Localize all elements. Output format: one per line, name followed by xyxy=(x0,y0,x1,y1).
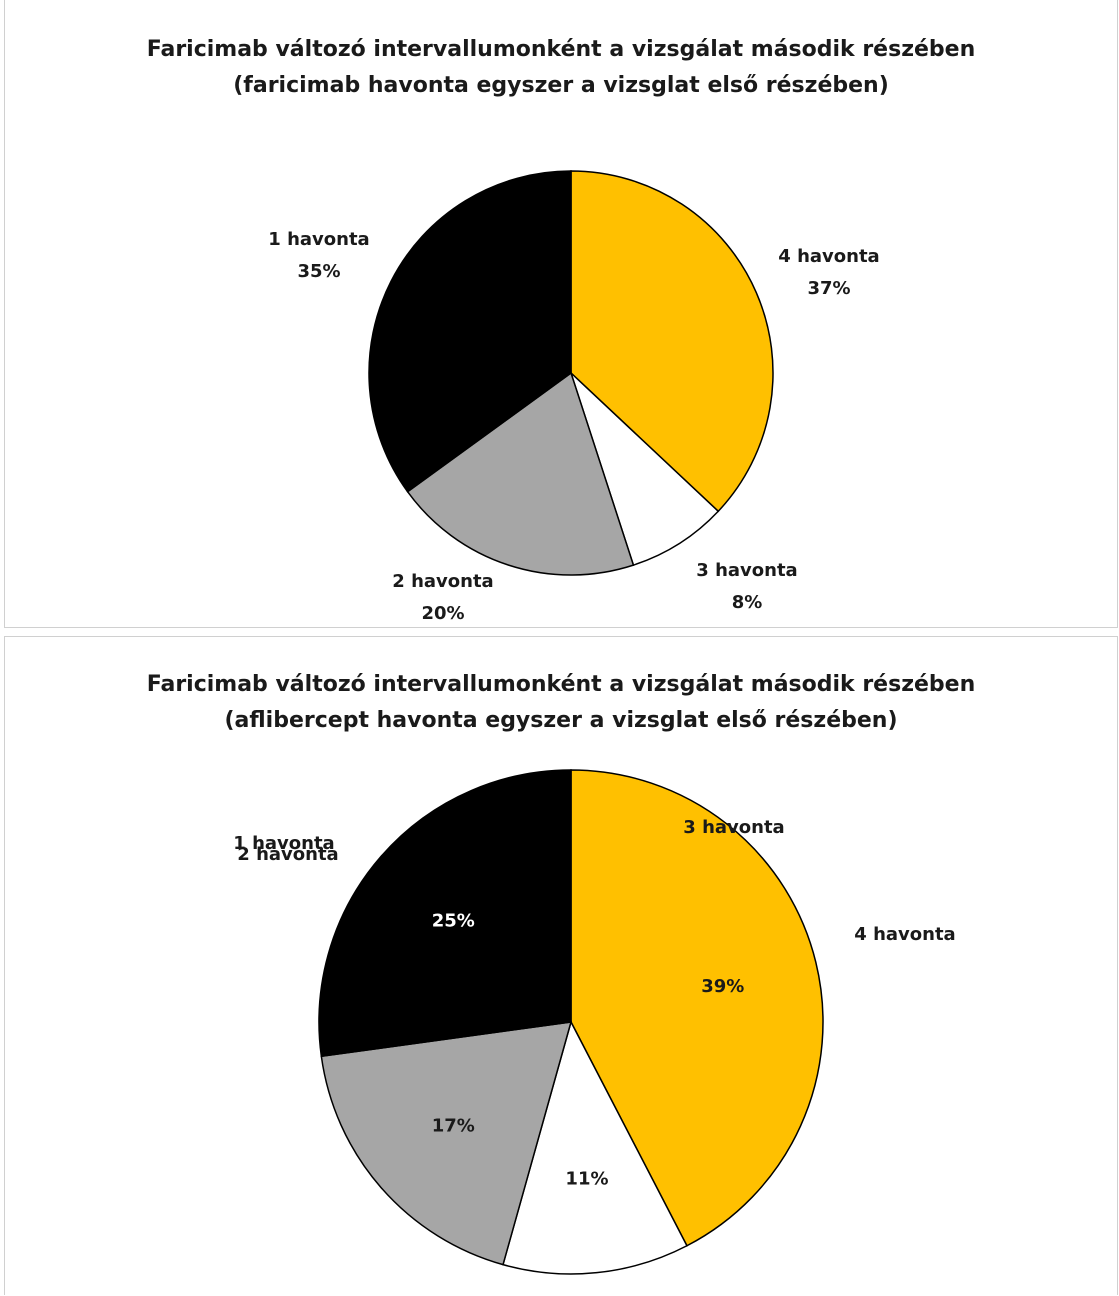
slice-value-label: 37% xyxy=(807,278,850,299)
slice-name-label: 4 havonta xyxy=(778,246,879,267)
pie-slice-4-havonta xyxy=(570,170,774,513)
slice-value-label: 8% xyxy=(732,592,763,613)
chart-title-1: Faricimab változó intervallumonként a vi… xyxy=(5,32,1117,104)
slice-name-label: 4 havonta xyxy=(854,924,955,945)
slice-name-label: 3 havonta xyxy=(696,560,797,581)
chart-title-2: Faricimab változó intervallumonként a vi… xyxy=(5,667,1117,739)
pie-slice-1-havonta xyxy=(318,769,572,1058)
chart-2-title: Faricimab változó intervallumonként a vi… xyxy=(146,672,976,697)
slice-name-label: 1 havonta xyxy=(268,229,369,250)
pie-slice-1-havonta xyxy=(368,170,572,493)
slice-value-label: 39% xyxy=(701,976,744,997)
slice-value-label: 17% xyxy=(432,1116,475,1137)
chart-panel-1: Faricimab változó intervallumonként a vi… xyxy=(4,0,1118,628)
pie-chart-2: 4 havonta 39% 3 havonta 11% 2 havonta 17% 1 ha… xyxy=(233,769,956,1275)
slice-name-label: 1 havonta xyxy=(233,833,334,854)
pie-slice-3-havonta xyxy=(502,1019,688,1275)
pie-chart-1: 4 havonta 37% 3 havonta 8% 2 havonta 20% 1 hav… xyxy=(268,170,880,624)
slice-value-label: 20% xyxy=(421,603,464,624)
slice-value-label: 11% xyxy=(565,1168,608,1189)
slice-name-label: 2 havonta xyxy=(392,571,493,592)
slice-name-label: 3 havonta xyxy=(683,817,784,838)
chart-panel-2: Faricimab változó intervallumonként a vi… xyxy=(4,636,1118,1295)
pie-slice-2-havonta xyxy=(406,371,635,576)
chart-1-title: Faricimab változó intervallumonként a vi… xyxy=(146,37,976,62)
slice-value-label: 35% xyxy=(297,261,340,282)
pie-slice-3-havonta xyxy=(570,372,720,567)
pie-slice-4-havonta xyxy=(570,769,824,1247)
slice-value-label: 25% xyxy=(432,910,475,931)
pie-slice-2-havonta xyxy=(320,1021,573,1266)
slice-name-label: 2 havonta xyxy=(237,844,338,865)
chart-1-subtitle: (faricimab havonta egyszer a vizsglat el… xyxy=(233,73,889,98)
chart-2-subtitle: (aflibercept havonta egyszer a vizsglat … xyxy=(224,708,898,733)
